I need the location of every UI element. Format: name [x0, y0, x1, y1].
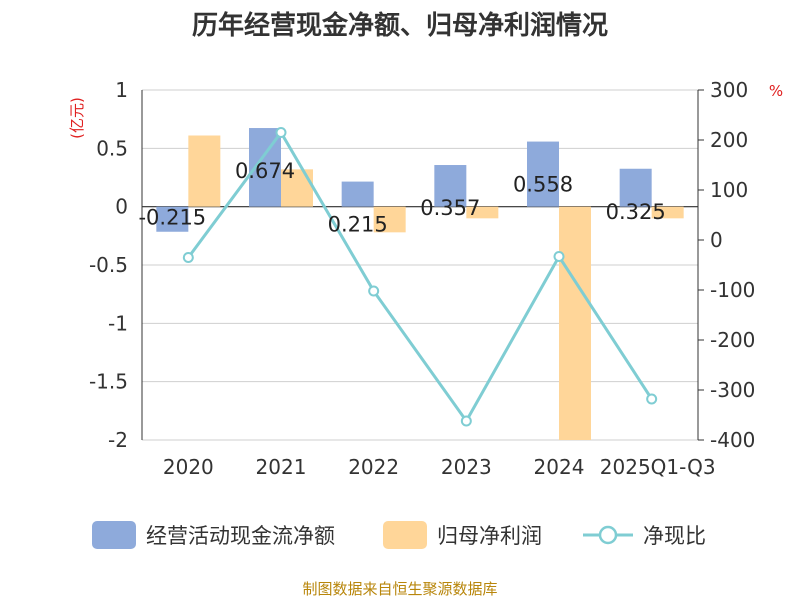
cash-data-label: 0.325 [606, 200, 666, 224]
cash-data-label: 0.215 [328, 213, 388, 237]
cash-bar [341, 181, 374, 207]
ratio-line [182, 127, 658, 427]
x-tick-label: 2022 [348, 455, 399, 479]
x-tick-label: 2023 [441, 455, 492, 479]
right-tick-label: 200 [710, 128, 748, 152]
profit-bar [559, 206, 591, 440]
legend-label-profit: 归母净利润 [437, 524, 542, 548]
cash-bar [527, 141, 559, 207]
ratio-point [182, 252, 194, 263]
ratio-point [553, 251, 565, 262]
profit-bar [651, 206, 684, 219]
right-tick-label: 300 [710, 78, 748, 102]
left-tick-label: 0.5 [96, 136, 128, 160]
cash-bar [619, 168, 652, 207]
data-labels: -0.215 0.674 0.215 0.357 0.558 0.325 [138, 159, 665, 237]
x-tick-label: 2025Q1-Q3 [600, 455, 716, 479]
left-tick-label: -1 [108, 311, 128, 335]
left-tick-label: 0 [115, 195, 128, 219]
legend-swatch-profit [383, 521, 427, 549]
left-axis-unit: (亿元) [68, 97, 86, 139]
ratio-point [368, 285, 380, 297]
legend-label-ratio: 净现比 [643, 524, 706, 548]
legend: 经营活动现金流净额 归母净利润 净现比 [92, 521, 706, 549]
profit-bar [373, 206, 406, 233]
right-tick-label: -300 [710, 378, 755, 402]
left-tick-label: -1.5 [89, 370, 128, 394]
x-tick-label: 2024 [534, 455, 585, 479]
right-tick-label: 100 [710, 178, 748, 202]
legend-swatch-ratio-marker [598, 525, 618, 545]
left-tick-label: -2 [108, 428, 128, 452]
legend-label-cash: 经营活动现金流净额 [146, 524, 335, 548]
source-note: 制图数据来自恒生聚源数据库 [302, 580, 497, 598]
cash-data-label: 0.357 [420, 196, 480, 220]
right-axis-unit: % [769, 82, 783, 100]
right-tick-label: -200 [710, 328, 755, 352]
right-tick-label: -100 [710, 278, 755, 302]
profit-bar [188, 135, 221, 207]
left-tick-label: 1 [115, 78, 128, 102]
cash-data-label: -0.215 [138, 206, 206, 230]
left-axis: 1 0.5 0 -0.5 -1 -1.5 -2 [89, 78, 143, 452]
grid [142, 89, 698, 441]
cash-bar [434, 165, 467, 207]
x-tick-label: 2021 [256, 455, 307, 479]
profit-bar [466, 206, 499, 219]
x-tick-label: 2020 [163, 455, 214, 479]
cash-data-label: 0.674 [235, 159, 295, 183]
ratio-point [275, 127, 287, 138]
right-tick-label: -400 [710, 428, 755, 452]
cash-bar [156, 206, 189, 232]
right-tick-label: 0 [710, 228, 723, 252]
x-axis-labels: 2020 2021 2022 2023 2024 2025Q1-Q3 [163, 455, 716, 479]
right-axis: 300 200 100 0 -100 -200 -300 -400 [697, 78, 755, 452]
legend-swatch-cash [92, 521, 136, 549]
cash-data-label: 0.558 [513, 173, 573, 197]
left-tick-label: -0.5 [89, 253, 128, 277]
ratio-point [646, 393, 658, 405]
ratio-polyline [187, 129, 653, 424]
ratio-point [460, 415, 472, 427]
chart-title: 历年经营现金净额、归母净利润情况 [192, 10, 608, 41]
